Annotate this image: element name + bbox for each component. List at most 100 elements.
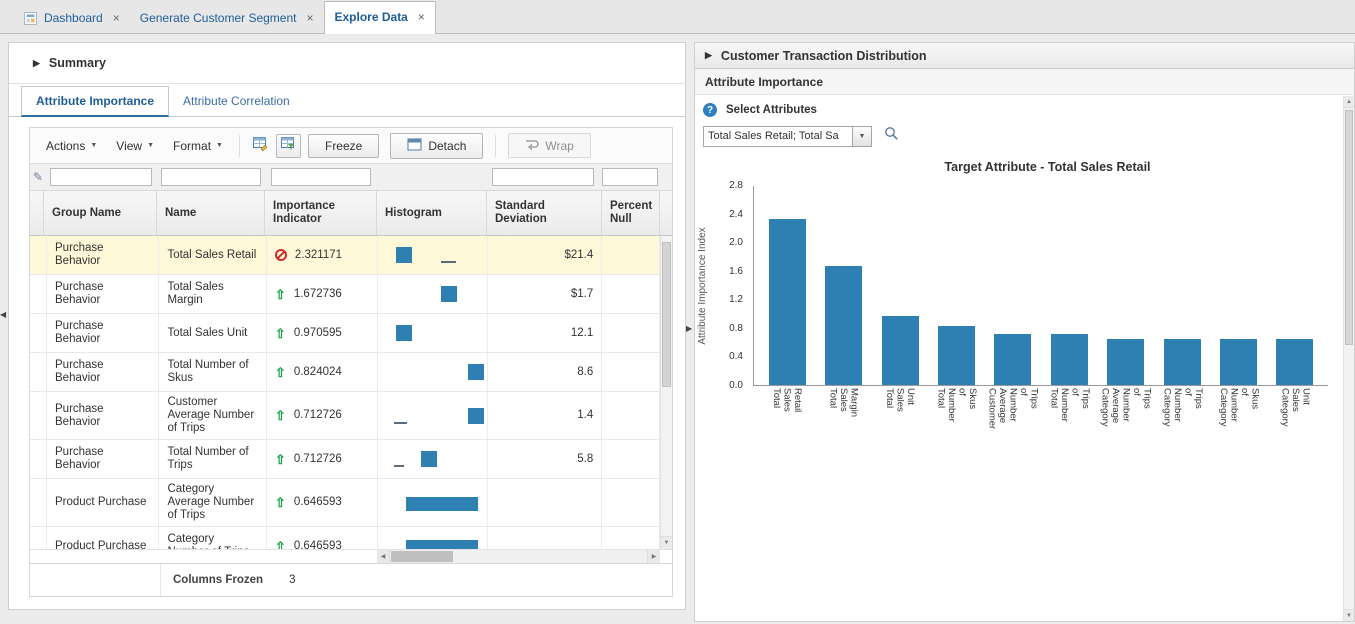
- table-row[interactable]: Purchase Behavior Total Sales Unit ⇧ 0.9705…: [30, 314, 660, 353]
- x-label: Total Number of Trips: [1041, 388, 1098, 429]
- column-header-importance[interactable]: Importance Indicator: [265, 191, 377, 235]
- close-icon[interactable]: ×: [306, 11, 314, 25]
- dashboard-tab-icon: [24, 11, 37, 25]
- table-row[interactable]: Purchase Behavior Total Sales Retail 2.321…: [30, 236, 660, 275]
- table-row[interactable]: Purchase Behavior Total Number of Trips ⇧ 0…: [30, 440, 660, 479]
- tab-generate-customer-segment[interactable]: Generate Customer Segment ×: [130, 3, 324, 33]
- view-menu[interactable]: View ▼: [108, 134, 162, 158]
- row-gutter: [30, 479, 47, 526]
- cell-percent-null: [602, 353, 660, 391]
- panel-scrollbar-thumb[interactable]: [1345, 110, 1353, 345]
- close-icon[interactable]: ×: [112, 11, 120, 25]
- actions-menu[interactable]: Actions ▼: [38, 134, 105, 158]
- vertical-scrollbar-thumb[interactable]: [662, 242, 671, 387]
- importance-up-icon: ⇧: [274, 451, 286, 467]
- row-gutter: [30, 527, 47, 549]
- wrap-button[interactable]: Wrap: [508, 133, 591, 158]
- y-tick-label: 0.0: [729, 380, 743, 391]
- freeze-button[interactable]: Freeze: [307, 133, 380, 158]
- column-header-percent-null[interactable]: Percent Null: [602, 191, 660, 235]
- scroll-right-icon[interactable]: ▶: [647, 550, 660, 563]
- table-row[interactable]: Purchase Behavior Customer Average Number…: [30, 392, 660, 440]
- table-row[interactable]: Purchase Behavior Total Sales Margin ⇧ 1.67…: [30, 275, 660, 314]
- cell-name: Total Number of Trips: [159, 440, 267, 478]
- chart-bar: [881, 316, 919, 385]
- filter-percent-null-input[interactable]: [602, 168, 658, 186]
- attributes-combo-value[interactable]: [703, 125, 853, 147]
- tab-label: Explore Data: [334, 10, 408, 24]
- histogram: [386, 324, 478, 342]
- attributes-combobox[interactable]: ▼: [703, 125, 872, 147]
- x-label-text: Customer Average Number of Trips: [986, 388, 1040, 430]
- column-header-name[interactable]: Name: [157, 191, 265, 235]
- horizontal-scrollbar[interactable]: ◀ ▶: [377, 550, 660, 563]
- importance-value: 0.646593: [293, 539, 342, 550]
- vertical-scrollbar[interactable]: ▼: [660, 236, 672, 549]
- cell-histogram: [378, 392, 488, 439]
- help-icon[interactable]: ?: [703, 103, 717, 117]
- cell-group-name: Purchase Behavior: [47, 236, 160, 274]
- x-label-text: Category Number of Skus: [1217, 388, 1261, 427]
- importance-value: 0.712726: [293, 452, 342, 465]
- tab-explore-data[interactable]: Explore Data ×: [323, 1, 436, 34]
- filter-pencil-icon[interactable]: ✎: [33, 170, 44, 184]
- bar-column: [1210, 339, 1266, 385]
- filter-name-input[interactable]: [161, 168, 261, 186]
- format-menu[interactable]: Format ▼: [165, 134, 231, 158]
- collapse-left-panel-handle[interactable]: ◀: [0, 310, 7, 319]
- bar-column: [1041, 334, 1097, 385]
- cell-std-deviation: $1.7: [488, 275, 603, 313]
- cell-importance: ⇧ 0.646593: [267, 527, 379, 550]
- search-icon[interactable]: [884, 126, 899, 146]
- cell-group-name: Purchase Behavior: [47, 353, 160, 391]
- toolbar-separator: [238, 134, 240, 157]
- horizontal-scroll-row: ◀ ▶: [30, 549, 672, 563]
- close-icon[interactable]: ×: [417, 10, 425, 24]
- cell-group-name: Product Purchase: [47, 479, 160, 526]
- actions-label: Actions: [46, 138, 86, 153]
- x-label: Category Number of Trips: [1154, 388, 1211, 429]
- query-by-example-button[interactable]: [248, 134, 273, 158]
- panel-vertical-scrollbar[interactable]: ▲ ▼: [1343, 96, 1354, 621]
- y-tick-label: 2.4: [729, 208, 743, 220]
- histogram-bar: [396, 247, 413, 263]
- panel-splitter-handle[interactable]: ▶: [686, 324, 693, 333]
- horizontal-scrollbar-thumb[interactable]: [391, 551, 453, 562]
- column-header-histogram[interactable]: Histogram: [377, 191, 487, 235]
- tab-attribute-correlation[interactable]: Attribute Correlation: [183, 94, 290, 108]
- summary-section-header[interactable]: ▶ Summary: [9, 43, 685, 84]
- filter-importance-input[interactable]: [271, 168, 371, 186]
- filter-group-name-input[interactable]: [50, 168, 152, 186]
- filter-std-deviation-input[interactable]: [492, 168, 594, 186]
- export-grid-button[interactable]: [275, 133, 301, 158]
- combo-dropdown-button[interactable]: ▼: [853, 125, 872, 147]
- scroll-left-icon[interactable]: ◀: [377, 550, 390, 563]
- importance-up-icon: ⇧: [274, 325, 286, 341]
- chart-bar: [937, 326, 975, 385]
- detach-button[interactable]: Detach: [390, 132, 484, 159]
- histogram: [386, 246, 478, 264]
- bar-column: [872, 316, 928, 385]
- histogram: [386, 494, 479, 512]
- tab-dashboard[interactable]: Dashboard ×: [14, 3, 130, 33]
- distribution-section-header[interactable]: ▶ Customer Transaction Distribution: [695, 43, 1354, 69]
- select-attributes-label: Select Attributes: [726, 104, 817, 116]
- column-header-std-deviation[interactable]: Standard Deviation: [487, 191, 602, 235]
- row-gutter: [30, 353, 47, 391]
- scroll-down-icon[interactable]: ▼: [661, 536, 672, 549]
- table-row[interactable]: Product Purchase Category Average Number …: [30, 479, 660, 527]
- table-row[interactable]: Purchase Behavior Total Number of Skus ⇧ 0.…: [30, 353, 660, 392]
- cell-group-name: Purchase Behavior: [47, 440, 160, 478]
- scroll-down-icon[interactable]: ▼: [1344, 609, 1354, 621]
- expand-icon[interactable]: ▶: [33, 57, 40, 68]
- scroll-up-icon[interactable]: ▲: [1344, 96, 1354, 108]
- column-header-group-name[interactable]: Group Name: [44, 191, 157, 235]
- histogram-bar: [396, 325, 413, 341]
- x-label-text: Category Number of Trips: [1161, 388, 1204, 427]
- expand-icon[interactable]: ▶: [705, 50, 712, 60]
- importance-up-icon: ⇧: [274, 408, 286, 423]
- tab-attribute-importance[interactable]: Attribute Importance: [21, 86, 170, 117]
- cell-std-deviation: [488, 527, 603, 549]
- attribute-subtabs: Attribute Importance Attribute Correlati…: [9, 84, 685, 117]
